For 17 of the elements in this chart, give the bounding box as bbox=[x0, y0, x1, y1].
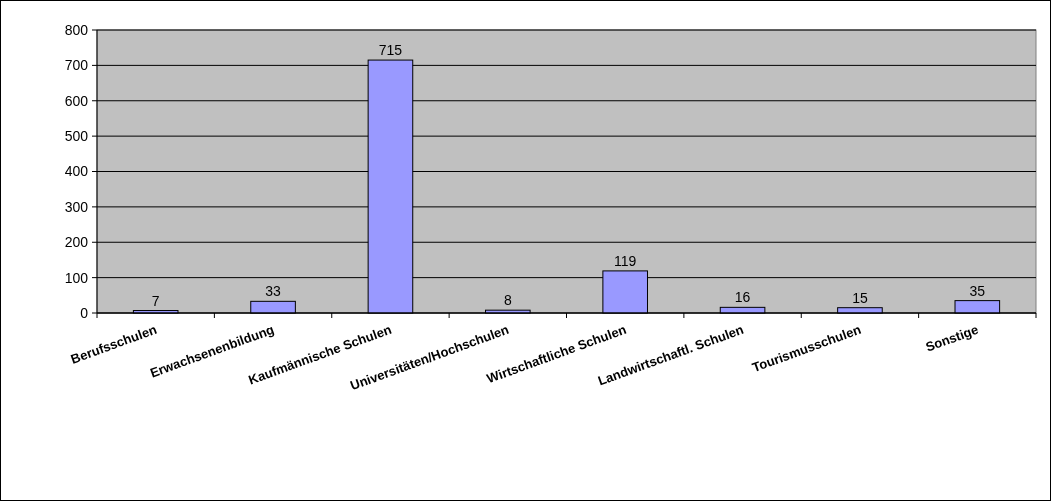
y-tick-label: 500 bbox=[64, 128, 89, 145]
y-tick-label: 0 bbox=[80, 304, 89, 321]
data-label: 15 bbox=[852, 289, 868, 306]
data-label: 8 bbox=[503, 292, 512, 309]
data-label: 35 bbox=[969, 282, 986, 299]
data-label: 7 bbox=[151, 292, 160, 309]
y-tick-label: 800 bbox=[64, 21, 89, 38]
data-label: 715 bbox=[378, 42, 403, 59]
y-tick-label: 700 bbox=[64, 57, 89, 74]
data-label: 16 bbox=[734, 289, 751, 306]
y-tick-label: 200 bbox=[64, 234, 89, 251]
y-tick-label: 100 bbox=[64, 269, 89, 286]
y-tick-label: 400 bbox=[64, 163, 89, 180]
data-label: 119 bbox=[614, 252, 637, 269]
y-tick-label: 300 bbox=[64, 198, 89, 215]
y-tick-label: 600 bbox=[64, 92, 89, 109]
data-label: 33 bbox=[265, 283, 282, 300]
